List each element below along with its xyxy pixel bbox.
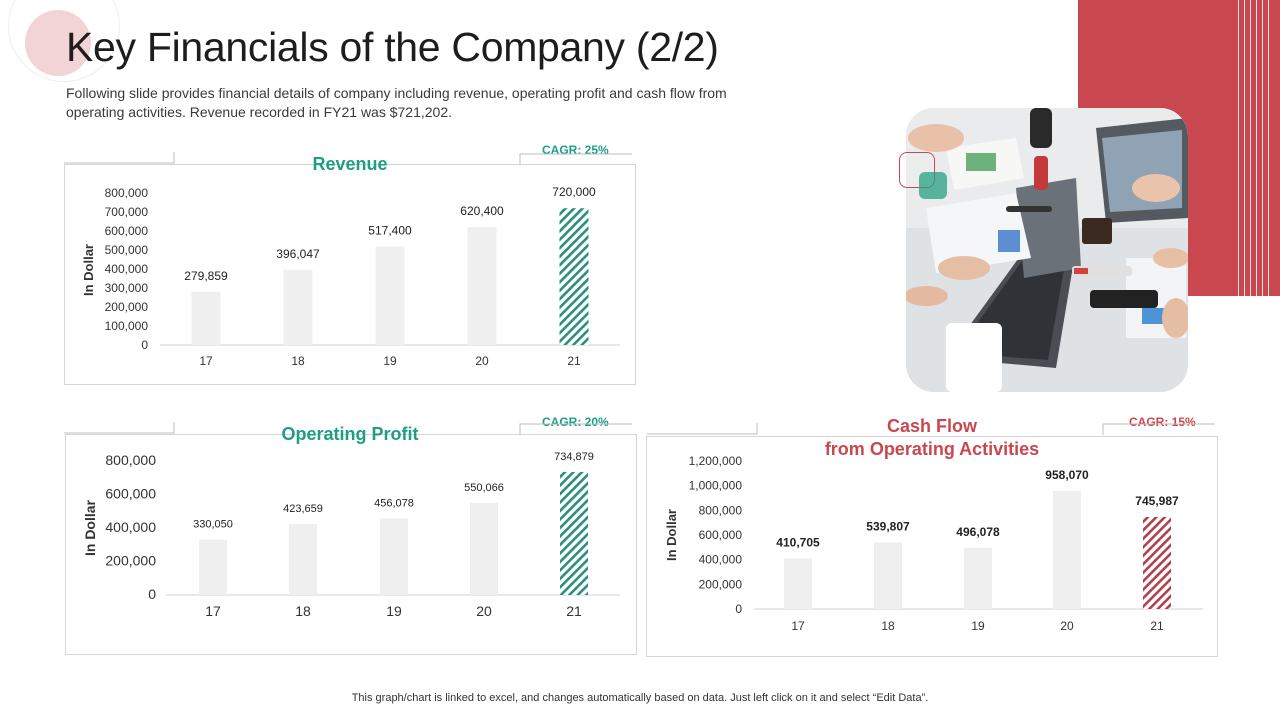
operating-profit-value-label: 734,879 [554, 451, 594, 463]
cash-flow-x-tick-label: 19 [971, 619, 985, 633]
footer-note: This graph/chart is linked to excel, and… [351, 692, 929, 704]
revenue-value-label: 517,400 [368, 224, 412, 238]
revenue-y-tick-label: 100,000 [105, 319, 149, 333]
cash-flow-value-label: 958,070 [1045, 468, 1089, 482]
cash-flow-bar [784, 558, 812, 609]
cash-flow-x-tick-label: 18 [881, 619, 895, 633]
revenue-y-tick-label: 800,000 [105, 186, 149, 200]
revenue-y-tick-label: 200,000 [105, 300, 149, 314]
revenue-bar [467, 227, 497, 345]
operating-profit-bar [560, 471, 588, 595]
revenue-bar [283, 269, 313, 345]
revenue-value-label: 279,859 [184, 269, 228, 283]
cash-flow-value-label: 410,705 [776, 535, 820, 549]
revenue-bar [559, 208, 589, 345]
operating-profit-x-tick-label: 19 [386, 603, 402, 619]
revenue-title-bracket-right [519, 153, 632, 165]
revenue-y-tick-label: 500,000 [105, 243, 149, 257]
operating-profit-x-tick-label: 17 [205, 603, 221, 619]
revenue-y-axis-title: In Dollar [81, 244, 96, 296]
cash-flow-y-tick-label: 0 [735, 602, 742, 616]
operating-profit-bar [199, 539, 227, 595]
operating-profit-y-tick-label: 600,000 [105, 486, 156, 502]
operating-profit-value-label: 330,050 [193, 519, 233, 531]
operating-profit-title-bracket-left [64, 422, 175, 434]
cash-flow-y-axis-title: In Dollar [664, 509, 679, 561]
cash-flow-y-tick-label: 800,000 [699, 503, 743, 517]
revenue-value-label: 396,047 [276, 247, 320, 261]
revenue-chart-title: Revenue [312, 154, 388, 174]
photo-accent-square [919, 172, 947, 199]
cash-flow-value-label: 745,987 [1135, 494, 1179, 508]
operating-profit-chart-panel [65, 434, 637, 655]
photo-illustration [906, 108, 1188, 392]
cash-flow-y-tick-label: 1,200,000 [689, 454, 743, 468]
revenue-y-tick-label: 300,000 [105, 281, 149, 295]
operating-profit-cagr-label: CAGR: 20% [542, 415, 609, 429]
cash-flow-x-tick-label: 17 [791, 619, 805, 633]
operating-profit-bar [380, 518, 408, 595]
cash-flow-x-tick-label: 21 [1150, 619, 1164, 633]
operating-profit-value-label: 423,659 [283, 503, 323, 515]
cash-flow-y-tick-label: 600,000 [699, 528, 743, 542]
office-desk-photo [906, 108, 1188, 392]
slide-subtitle: Following slide provides financial detai… [66, 85, 727, 120]
revenue-x-tick-label: 20 [475, 354, 489, 368]
revenue-value-label: 720,000 [552, 185, 596, 199]
operating-profit-bar [470, 502, 498, 595]
revenue-y-tick-label: 700,000 [105, 205, 149, 219]
cash-flow-y-tick-label: 400,000 [699, 553, 743, 567]
revenue-x-tick-label: 21 [567, 354, 581, 368]
revenue-x-tick-label: 19 [383, 354, 397, 368]
operating-profit-y-tick-label: 200,000 [105, 553, 156, 569]
operating-profit-x-tick-label: 21 [566, 603, 582, 619]
revenue-y-tick-label: 600,000 [105, 224, 149, 238]
cash-flow-value-label: 496,078 [956, 525, 1000, 539]
operating-profit-y-tick-label: 800,000 [105, 452, 156, 468]
cash-flow-title-bracket-right [1102, 423, 1215, 435]
cash-flow-x-tick-label: 20 [1060, 619, 1074, 633]
operating-profit-value-label: 550,066 [464, 482, 504, 494]
decorative-stripes [1238, 0, 1272, 296]
operating-profit-bar [289, 524, 317, 595]
operating-profit-chart-title: Operating Profit [281, 424, 419, 444]
cash-flow-bar [1143, 516, 1171, 609]
revenue-value-label: 620,400 [460, 204, 504, 218]
operating-profit-y-axis-title: In Dollar [82, 499, 98, 556]
revenue-bar [191, 291, 221, 345]
cash-flow-y-tick-label: 200,000 [699, 577, 743, 591]
operating-profit-y-tick-label: 400,000 [105, 519, 156, 535]
operating-profit-y-tick-label: 0 [148, 586, 156, 602]
revenue-y-tick-label: 400,000 [105, 262, 149, 276]
cash-flow-chart-title: Cash Flow from Operating Activities [824, 416, 1040, 459]
revenue-x-tick-label: 18 [291, 354, 305, 368]
operating-profit-title-bracket-right [519, 423, 632, 435]
cash-flow-bar [874, 542, 902, 609]
cash-flow-value-label: 539,807 [866, 519, 910, 533]
slide-title: Key Financials of the Company (2/2) [66, 24, 719, 70]
revenue-y-tick-label: 0 [141, 338, 148, 352]
revenue-x-tick-label: 17 [199, 354, 213, 368]
cash-flow-bar [1053, 490, 1081, 609]
cash-flow-bar [964, 547, 992, 609]
revenue-title-bracket-left [64, 152, 175, 164]
cash-flow-y-tick-label: 1,000,000 [689, 479, 743, 493]
cash-flow-chart-panel [646, 436, 1218, 657]
decorative-circle [25, 10, 91, 76]
revenue-chart-panel [64, 164, 636, 385]
cash-flow-title-bracket-left [647, 423, 758, 435]
operating-profit-value-label: 456,078 [374, 498, 414, 510]
operating-profit-x-tick-label: 20 [476, 603, 492, 619]
revenue-bar [375, 246, 405, 345]
cash-flow-cagr-label: CAGR: 15% [1129, 415, 1196, 429]
operating-profit-x-tick-label: 18 [295, 603, 311, 619]
